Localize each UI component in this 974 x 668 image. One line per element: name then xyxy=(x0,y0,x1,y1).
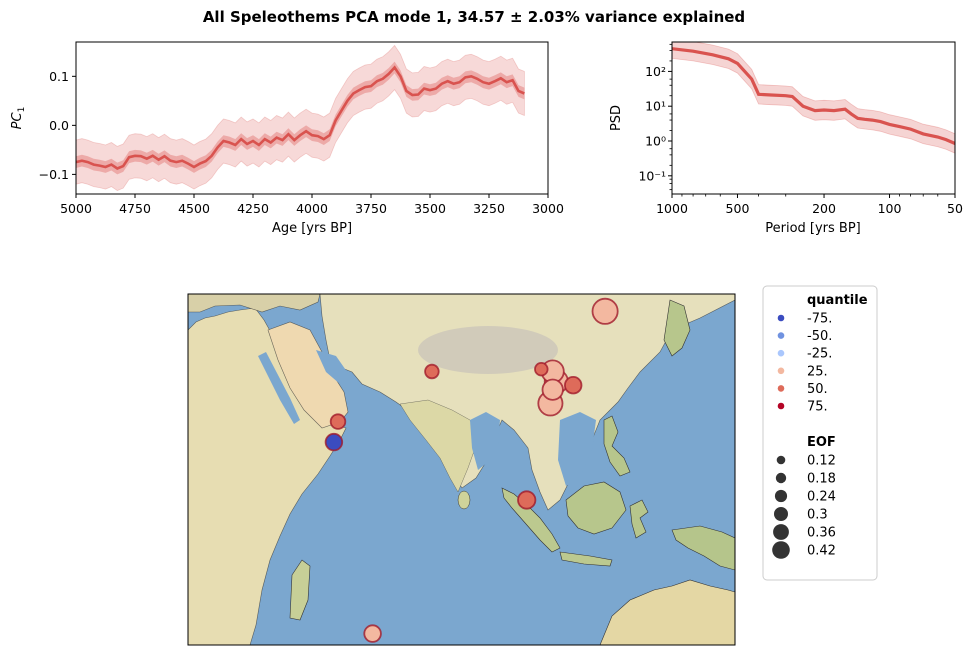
legend-quantile-label: 25. xyxy=(807,364,828,379)
psd-x-tick-label: 50 xyxy=(947,201,963,216)
psd-y-tick-label: 10¹ xyxy=(645,99,666,114)
legend-eof-marker xyxy=(776,455,786,465)
psd-y-tick-label: 10⁻¹ xyxy=(638,168,666,183)
legend-quantile-entries: -75. -50. -25. 25. 50. 75. xyxy=(777,312,832,415)
pc-y-axis-label-main: PC xyxy=(10,111,25,129)
legend-quantile-label: -25. xyxy=(807,347,832,362)
pc-outer-uncertainty-band xyxy=(76,44,525,192)
land-madagascar xyxy=(289,559,311,621)
pc-x-tick-label: 3750 xyxy=(355,201,387,216)
psd-x-tick-label: 500 xyxy=(726,201,750,216)
legend-eof-label: 0.18 xyxy=(807,472,836,487)
legend-quantile-marker xyxy=(777,314,785,322)
legend-eof-label: 0.3 xyxy=(807,508,828,523)
legend-eof-marker xyxy=(774,507,788,521)
map-legend: quantile -75.-50.-25.25.50.75. EOF 0.120… xyxy=(762,285,878,581)
eof-map-panel xyxy=(187,293,736,646)
map-site-marker xyxy=(517,490,537,510)
map-site-marker xyxy=(363,624,382,643)
map-site-marker xyxy=(424,363,440,380)
map-site-marker xyxy=(564,376,583,395)
psd-x-axis-label: Period [yrs BP] xyxy=(765,221,861,236)
legend-quantile-label: -50. xyxy=(807,329,832,344)
legend-eof-marker xyxy=(775,472,787,484)
legend-eof-label: 0.36 xyxy=(807,526,836,541)
land-sri-lanka xyxy=(457,490,471,510)
psd-y-tick-label: 10⁰ xyxy=(645,134,666,149)
legend-quantile-title: quantile xyxy=(807,293,868,308)
psd-y-axis-label: PSD xyxy=(609,105,624,131)
legend-quantile-label: -75. xyxy=(807,312,832,327)
pc-y-ticks: −0.1 0.0 0.1 xyxy=(39,69,76,182)
legend-quantile-label: 50. xyxy=(807,382,828,397)
pc-y-axis-label: PC1 xyxy=(10,107,27,130)
psd-y-tick-label: 10² xyxy=(645,64,666,79)
pc-x-tick-label: 4500 xyxy=(178,201,210,216)
map-site-marker xyxy=(324,432,344,452)
pc-timeseries-panel: 5000 4750 4500 4250 4000 3750 3500 3250 3000 −0.… xyxy=(10,41,564,236)
land-tibet-plateau xyxy=(418,326,558,374)
pc-y-tick-label: −0.1 xyxy=(39,167,69,182)
psd-x-ticks: 1000 500 200 100 50 xyxy=(656,194,963,216)
legend-quantile-marker xyxy=(777,332,785,339)
map-site-marker xyxy=(534,362,549,377)
legend-eof-label: 0.24 xyxy=(807,490,836,505)
map-site-marker xyxy=(329,413,347,430)
pc-x-tick-label: 4000 xyxy=(296,201,328,216)
legend-quantile-label: 75. xyxy=(807,400,828,415)
land-australia xyxy=(599,579,735,645)
pc-x-tick-label: 4750 xyxy=(119,201,151,216)
legend-eof-marker xyxy=(774,489,788,503)
land-new-guinea xyxy=(671,525,735,571)
pc-x-tick-label: 4250 xyxy=(237,201,269,216)
psd-line xyxy=(672,47,955,145)
figure-title: All Speleothems PCA mode 1, 34.57 ± 2.03… xyxy=(203,8,745,26)
legend-quantile-marker xyxy=(777,367,785,375)
pc-x-tick-label: 3250 xyxy=(473,201,505,216)
psd-axes-frame xyxy=(671,41,956,195)
legend-eof-marker xyxy=(772,541,790,559)
legend-eof-marker xyxy=(773,524,789,540)
land-sulawesi xyxy=(629,499,649,539)
pc-x-tick-label: 3500 xyxy=(414,201,446,216)
map-frame xyxy=(187,293,736,646)
pc-x-tick-label: 3000 xyxy=(532,201,564,216)
land-java xyxy=(559,551,613,567)
psd-panel: 1000 500 200 100 50 10⁻¹ 10⁰ 10¹ 10² Period [yr… xyxy=(609,41,963,236)
land-borneo xyxy=(565,481,627,535)
land-india xyxy=(399,399,479,493)
red-sea xyxy=(258,352,300,424)
psd-y-ticks: 10⁻¹ 10⁰ 10¹ 10² xyxy=(638,43,672,191)
pc-median-line xyxy=(76,65,525,170)
land-philippines xyxy=(603,415,631,477)
map-site-marker xyxy=(541,378,564,401)
pc-inner-uncertainty-band xyxy=(76,61,525,175)
legend-quantile-marker xyxy=(777,349,785,357)
pc-y-tick-label: 0.1 xyxy=(49,69,69,84)
land-europe xyxy=(188,294,321,313)
pc-x-axis-label: Age [yrs BP] xyxy=(272,221,352,236)
legend-quantile-marker xyxy=(777,385,785,392)
psd-x-tick-label: 100 xyxy=(878,201,902,216)
psd-x-tick-label: 200 xyxy=(812,201,836,216)
map-site-marker xyxy=(591,297,619,325)
legend-eof-entries: 0.12 0.18 0.24 0.3 0.36 0.42 xyxy=(772,454,836,559)
land-arabia xyxy=(267,321,349,429)
legend-box xyxy=(762,285,878,581)
pc-x-ticks: 5000 4750 4500 4250 4000 3750 3500 3250 3000 xyxy=(60,194,564,216)
legend-eof-label: 0.42 xyxy=(807,544,836,559)
legend-eof-label: 0.12 xyxy=(807,454,836,469)
pc-y-tick-label: 0.0 xyxy=(49,118,69,133)
land-japan xyxy=(663,299,691,357)
legend-quantile-marker xyxy=(777,402,785,410)
legend-eof-title: EOF xyxy=(807,435,836,450)
pc-y-axis-label-sub: 1 xyxy=(17,107,27,113)
psd-x-tick-label: 1000 xyxy=(656,201,688,216)
bay-of-bengal xyxy=(470,412,500,470)
persian-gulf xyxy=(316,350,350,384)
pc-x-tick-label: 5000 xyxy=(60,201,92,216)
eof-map-points xyxy=(324,297,619,643)
south-china-sea xyxy=(558,412,596,486)
